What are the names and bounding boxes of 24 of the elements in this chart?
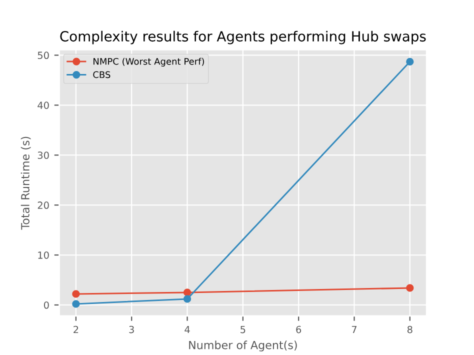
x-tick-label: 6 (296, 326, 302, 334)
legend-label: CBS (93, 71, 110, 78)
x-axis-title: Number of Agent(s) (189, 340, 297, 352)
point (406, 284, 414, 292)
x-tick-label: 3 (129, 326, 134, 334)
y-tick-label: 10 (38, 251, 49, 259)
x-tick-label: 2 (74, 326, 78, 334)
legend-label: NMPC (Worst Agent Perf) (94, 58, 204, 67)
point (72, 300, 80, 308)
y-tick-label: 30 (38, 152, 49, 159)
x-tick-label: 5 (240, 326, 246, 334)
point (183, 288, 192, 296)
point (72, 290, 80, 298)
x-tick-label: 4 (184, 326, 190, 334)
x-tick-label: 7 (352, 326, 357, 334)
chart-title: Complexity results for Agents performing Hub swaps (60, 30, 426, 44)
point (183, 295, 192, 303)
y-tick-label: 0 (44, 301, 49, 309)
y-tick-label: 50 (38, 52, 49, 60)
y-tick-label: 40 (38, 102, 49, 109)
y-tick-label: 20 (38, 202, 49, 209)
x-tick-label: 8 (407, 326, 412, 334)
point (406, 58, 414, 66)
y-axis-title: Total Runtime (s) (20, 136, 31, 230)
